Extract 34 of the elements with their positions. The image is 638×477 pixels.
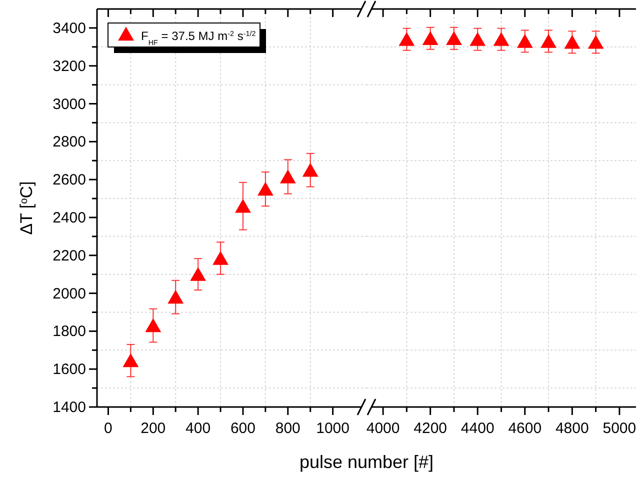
point	[190, 267, 206, 281]
y-tick-label: 3000	[52, 96, 86, 113]
y-tick-label: 2400	[52, 209, 86, 226]
x-tick-label: 200	[140, 420, 166, 437]
y-tick-label: 2600	[52, 172, 86, 189]
point	[302, 162, 318, 177]
y-tick-label: 2800	[52, 134, 86, 151]
x-axis-title: pulse number [#]	[299, 452, 434, 472]
x-tick-label: 4800	[555, 420, 589, 437]
point	[168, 290, 184, 304]
point	[280, 170, 296, 184]
x-tick-label: 4200	[414, 420, 448, 437]
x-tick-label: 1000	[316, 420, 350, 437]
x-tick-label: 800	[275, 420, 300, 437]
y-tick-label: 3200	[52, 58, 86, 75]
x-tick-label: 400	[186, 420, 211, 437]
point	[235, 198, 251, 213]
x-tick-label: 600	[230, 420, 256, 437]
x-tick-label: 5000	[602, 420, 636, 437]
point	[257, 182, 274, 196]
legend-label: F$_{HF}$ = 37.5 MJ m$^{-2}$ s$^{-1/2}$	[141, 28, 256, 46]
x-tick-label: 4600	[508, 420, 542, 437]
y-tick-label: 2000	[52, 285, 86, 302]
y-tick-label: 2200	[52, 247, 86, 264]
y-tick-label: 1800	[52, 323, 86, 340]
point	[212, 251, 228, 265]
x-tick-label: 4400	[460, 420, 494, 437]
point	[145, 318, 162, 332]
point	[122, 353, 139, 368]
x-tick-label: 0	[104, 420, 112, 437]
y-tick-label: 3400	[52, 20, 86, 37]
y-tick-label: 1400	[52, 399, 86, 416]
y-tick-label: 1600	[52, 361, 86, 378]
x-tick-label: 4000	[366, 420, 400, 437]
